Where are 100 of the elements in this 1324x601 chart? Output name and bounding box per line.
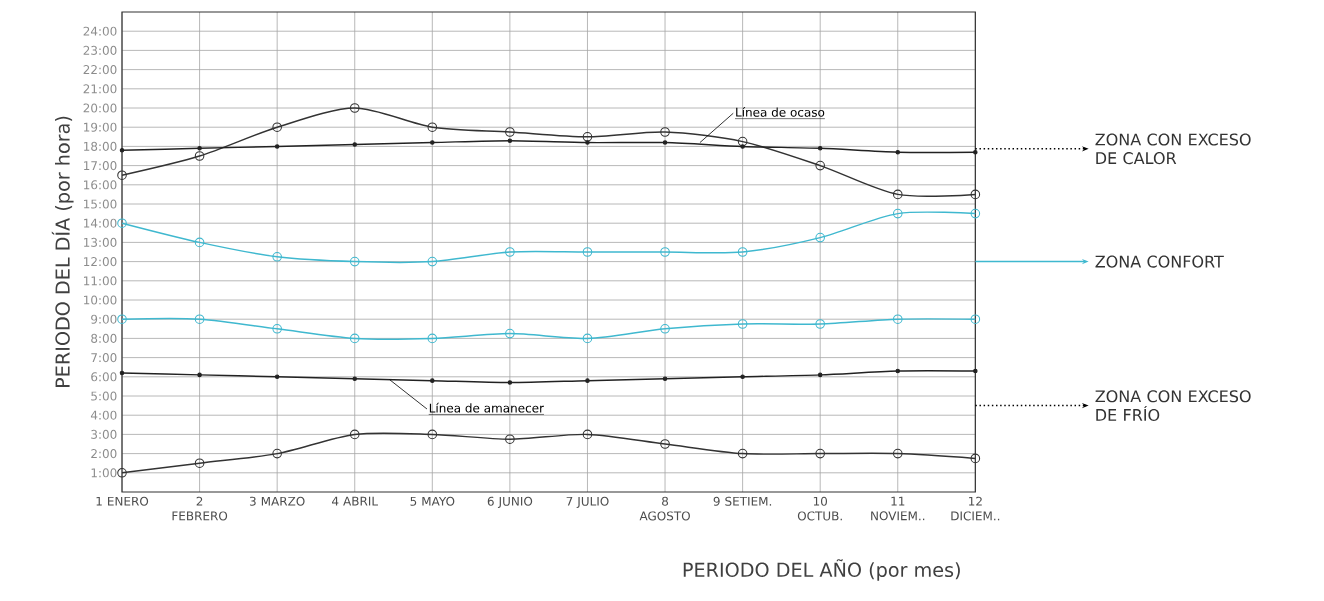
x-tick-label: 7 JULIO bbox=[566, 496, 609, 509]
y-tick-label: 14:00 bbox=[84, 218, 117, 228]
x-tick-label: 8 AGOSTO bbox=[639, 496, 690, 521]
x-axis-title: PERIODO DEL AÑO (por mes) bbox=[683, 559, 960, 581]
point bbox=[737, 448, 748, 459]
point bbox=[582, 247, 593, 257]
point bbox=[272, 122, 282, 133]
point bbox=[117, 218, 127, 229]
y-tick-label: 2:00 bbox=[91, 449, 117, 459]
y-tick-label: 1:00 bbox=[91, 468, 117, 478]
point bbox=[585, 378, 590, 383]
x-tick-label: 10 OCTUB. bbox=[797, 496, 842, 521]
point bbox=[895, 149, 901, 155]
y-tick-label: 23:00 bbox=[83, 45, 117, 55]
point bbox=[817, 146, 823, 151]
y-tick-label: 20:00 bbox=[83, 103, 117, 113]
point bbox=[815, 232, 825, 243]
point bbox=[973, 368, 978, 374]
point bbox=[662, 376, 668, 381]
point bbox=[427, 333, 438, 344]
y-tick-label: 8:00 bbox=[91, 333, 117, 343]
x-tick-label: 6 JUNIO bbox=[487, 496, 533, 509]
point bbox=[815, 448, 825, 459]
point bbox=[117, 314, 127, 325]
y-tick-label: 5:00 bbox=[91, 391, 117, 401]
y-tick-label: 18:00 bbox=[84, 141, 117, 151]
point bbox=[505, 127, 515, 137]
point bbox=[970, 208, 981, 219]
point bbox=[740, 144, 745, 149]
text: ZONA CONFORT bbox=[1095, 255, 1224, 268]
point bbox=[427, 122, 438, 133]
point bbox=[274, 144, 280, 149]
point bbox=[194, 458, 205, 469]
y-tick-label: 10:00 bbox=[84, 295, 117, 305]
point bbox=[197, 372, 202, 378]
point bbox=[272, 448, 282, 459]
y-tick-label: 17:00 bbox=[84, 161, 117, 171]
point bbox=[194, 237, 205, 248]
annotation: Línea de ocaso bbox=[736, 107, 825, 117]
point bbox=[349, 429, 360, 440]
point bbox=[117, 170, 127, 181]
text: ZONA CON EXCESO DE FRÍO bbox=[1095, 390, 1251, 421]
y-tick-label: 7:00 bbox=[91, 353, 117, 363]
y-tick-label: 9:00 bbox=[91, 314, 117, 324]
point bbox=[973, 149, 978, 155]
y-tick-label: 19:00 bbox=[84, 122, 117, 132]
point bbox=[892, 189, 903, 200]
y-tick-label: 6:00 bbox=[91, 372, 117, 382]
point bbox=[582, 429, 593, 440]
point bbox=[660, 127, 670, 137]
point bbox=[272, 251, 282, 262]
y-tick-label: 13:00 bbox=[84, 237, 117, 247]
point bbox=[585, 140, 590, 145]
x-tick-label: 2 FEBRERO bbox=[172, 496, 228, 521]
point bbox=[352, 142, 357, 147]
point bbox=[352, 376, 357, 381]
point bbox=[737, 247, 748, 257]
point bbox=[117, 467, 127, 478]
point bbox=[505, 247, 515, 257]
x-tick-label: 4 ABRIL bbox=[332, 496, 378, 506]
point bbox=[349, 103, 360, 113]
y-tick-label: 16:00 bbox=[84, 180, 117, 190]
point bbox=[737, 319, 748, 329]
point bbox=[895, 368, 901, 374]
point bbox=[817, 372, 823, 378]
point bbox=[582, 132, 593, 142]
point bbox=[815, 160, 825, 171]
point bbox=[737, 136, 748, 147]
point bbox=[892, 208, 903, 219]
point bbox=[970, 189, 981, 200]
point bbox=[970, 314, 981, 325]
x-tick-label: 12 DICIEM.. bbox=[951, 496, 1000, 521]
point bbox=[660, 324, 670, 334]
point bbox=[197, 146, 202, 151]
point bbox=[119, 147, 125, 153]
y-tick-label: 15:00 bbox=[84, 199, 117, 209]
point bbox=[430, 140, 435, 145]
annotation: Línea de amanecer bbox=[429, 402, 544, 413]
point bbox=[660, 247, 670, 257]
point bbox=[427, 256, 438, 267]
y-tick-label: 21:00 bbox=[83, 84, 117, 94]
point bbox=[430, 378, 435, 383]
point bbox=[660, 439, 670, 449]
point bbox=[427, 429, 438, 440]
x-tick-label: 5 MAYO bbox=[410, 496, 455, 506]
y-tick-label: 12:00 bbox=[84, 257, 117, 267]
y-tick-label: 3:00 bbox=[91, 429, 117, 439]
y-tick-label: 11:00 bbox=[84, 276, 117, 286]
y-tick-label: 24:00 bbox=[83, 26, 117, 36]
point bbox=[815, 319, 825, 329]
x-tick-label: 3 MARZO bbox=[249, 496, 305, 506]
point bbox=[349, 333, 360, 344]
point bbox=[119, 370, 125, 376]
point bbox=[582, 333, 593, 344]
text: ZONA CON EXCESO DE CALOR bbox=[1095, 133, 1251, 165]
x-tick-label: 1 ENERO bbox=[96, 496, 149, 506]
point bbox=[194, 314, 205, 325]
point bbox=[740, 374, 745, 380]
y-tick-label: 4:00 bbox=[90, 410, 117, 420]
x-tick-label: 9 SETIEM. bbox=[713, 496, 772, 506]
